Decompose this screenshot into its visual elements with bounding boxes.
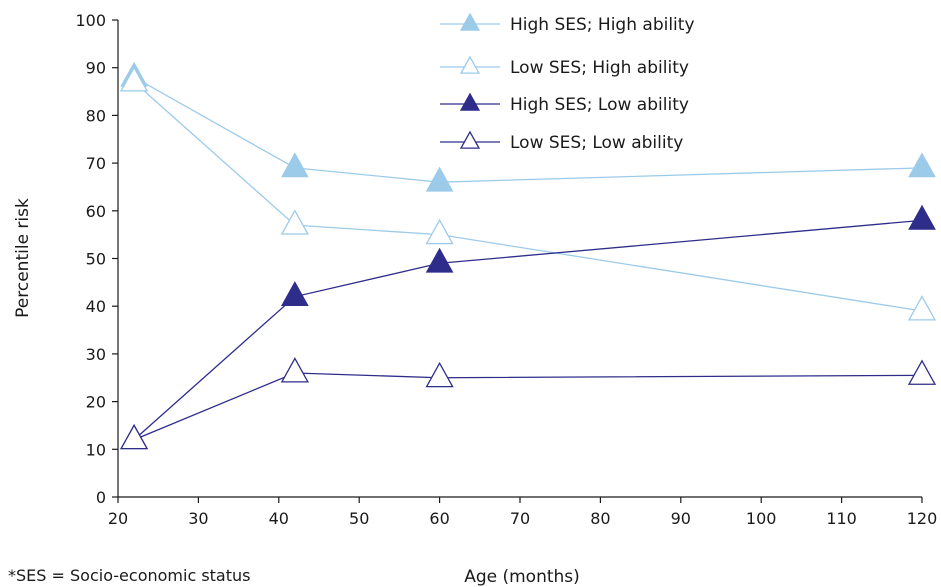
y-tick-label: 100	[75, 11, 106, 30]
data-point-triangle	[119, 423, 149, 450]
data-point-triangle	[908, 152, 936, 178]
legend-marker	[459, 55, 481, 74]
x-tick-label: 30	[188, 509, 208, 528]
x-tick-label: 60	[429, 509, 449, 528]
series-4	[119, 357, 937, 450]
data-point-triangle	[280, 357, 309, 383]
axes: 0 10 20 30 40 50 60 70 80 90 100 20 30 40 50 60 70 80 90 10…	[75, 11, 937, 528]
footnote: *SES = Socio-economic status	[8, 566, 250, 585]
legend-label: Low SES; High ability	[510, 58, 689, 78]
data-point-triangle	[281, 152, 309, 178]
legend-marker	[459, 130, 481, 149]
data-point-triangle	[908, 204, 936, 230]
legend: High SES; High ability Low SES; High abil…	[440, 12, 695, 153]
series-line	[133, 81, 923, 312]
legend-item-1: High SES; High ability	[440, 12, 695, 35]
x-tick-label: 40	[269, 509, 289, 528]
series-2	[119, 66, 937, 321]
y-axis-title: Percentile risk	[13, 198, 33, 318]
y-tick-label: 10	[86, 440, 106, 459]
y-tick-label: 50	[86, 250, 106, 269]
data-point-triangle	[119, 66, 149, 92]
data-point-triangle	[425, 166, 454, 192]
x-tick-label: 90	[671, 509, 691, 528]
y-tick-label: 80	[86, 106, 106, 125]
x-tick-label: 50	[349, 509, 369, 528]
y-tick-label: 30	[86, 345, 106, 364]
series-line	[133, 219, 923, 441]
series-line	[133, 76, 923, 183]
y-tick-label: 60	[86, 202, 106, 221]
data-point-triangle	[281, 281, 309, 307]
legend-label: Low SES; Low ability	[510, 133, 683, 153]
x-tick-label: 70	[510, 509, 530, 528]
y-tick-label: 90	[86, 59, 106, 78]
y-tick-label: 40	[86, 297, 106, 316]
data-point-triangle	[425, 247, 454, 273]
x-tick-label: 120	[907, 509, 938, 528]
legend-item-4: Low SES; Low ability	[440, 130, 683, 153]
series-layer	[119, 61, 937, 450]
x-tick-label: 20	[108, 509, 128, 528]
legend-marker	[459, 12, 481, 31]
legend-marker	[459, 92, 481, 111]
data-point-triangle	[425, 218, 454, 245]
legend-label: High SES; High ability	[510, 15, 695, 35]
legend-item-2: Low SES; High ability	[440, 55, 689, 78]
x-tick-label: 100	[746, 509, 777, 528]
y-tick-label: 20	[86, 393, 106, 412]
data-point-triangle	[425, 361, 454, 388]
x-tick-label: 110	[826, 509, 857, 528]
series-line	[133, 372, 923, 441]
data-point-triangle	[907, 359, 937, 385]
x-tick-label: 80	[590, 509, 610, 528]
series-1	[120, 61, 936, 192]
legend-label: High SES; Low ability	[510, 95, 689, 115]
legend-item-3: High SES; Low ability	[440, 92, 689, 115]
data-point-triangle	[280, 209, 309, 235]
series-3	[120, 204, 936, 450]
y-tick-label: 0	[96, 488, 106, 507]
y-tick-label: 70	[86, 154, 106, 173]
data-point-triangle	[907, 295, 937, 321]
x-axis-title: Age (months)	[464, 567, 580, 587]
